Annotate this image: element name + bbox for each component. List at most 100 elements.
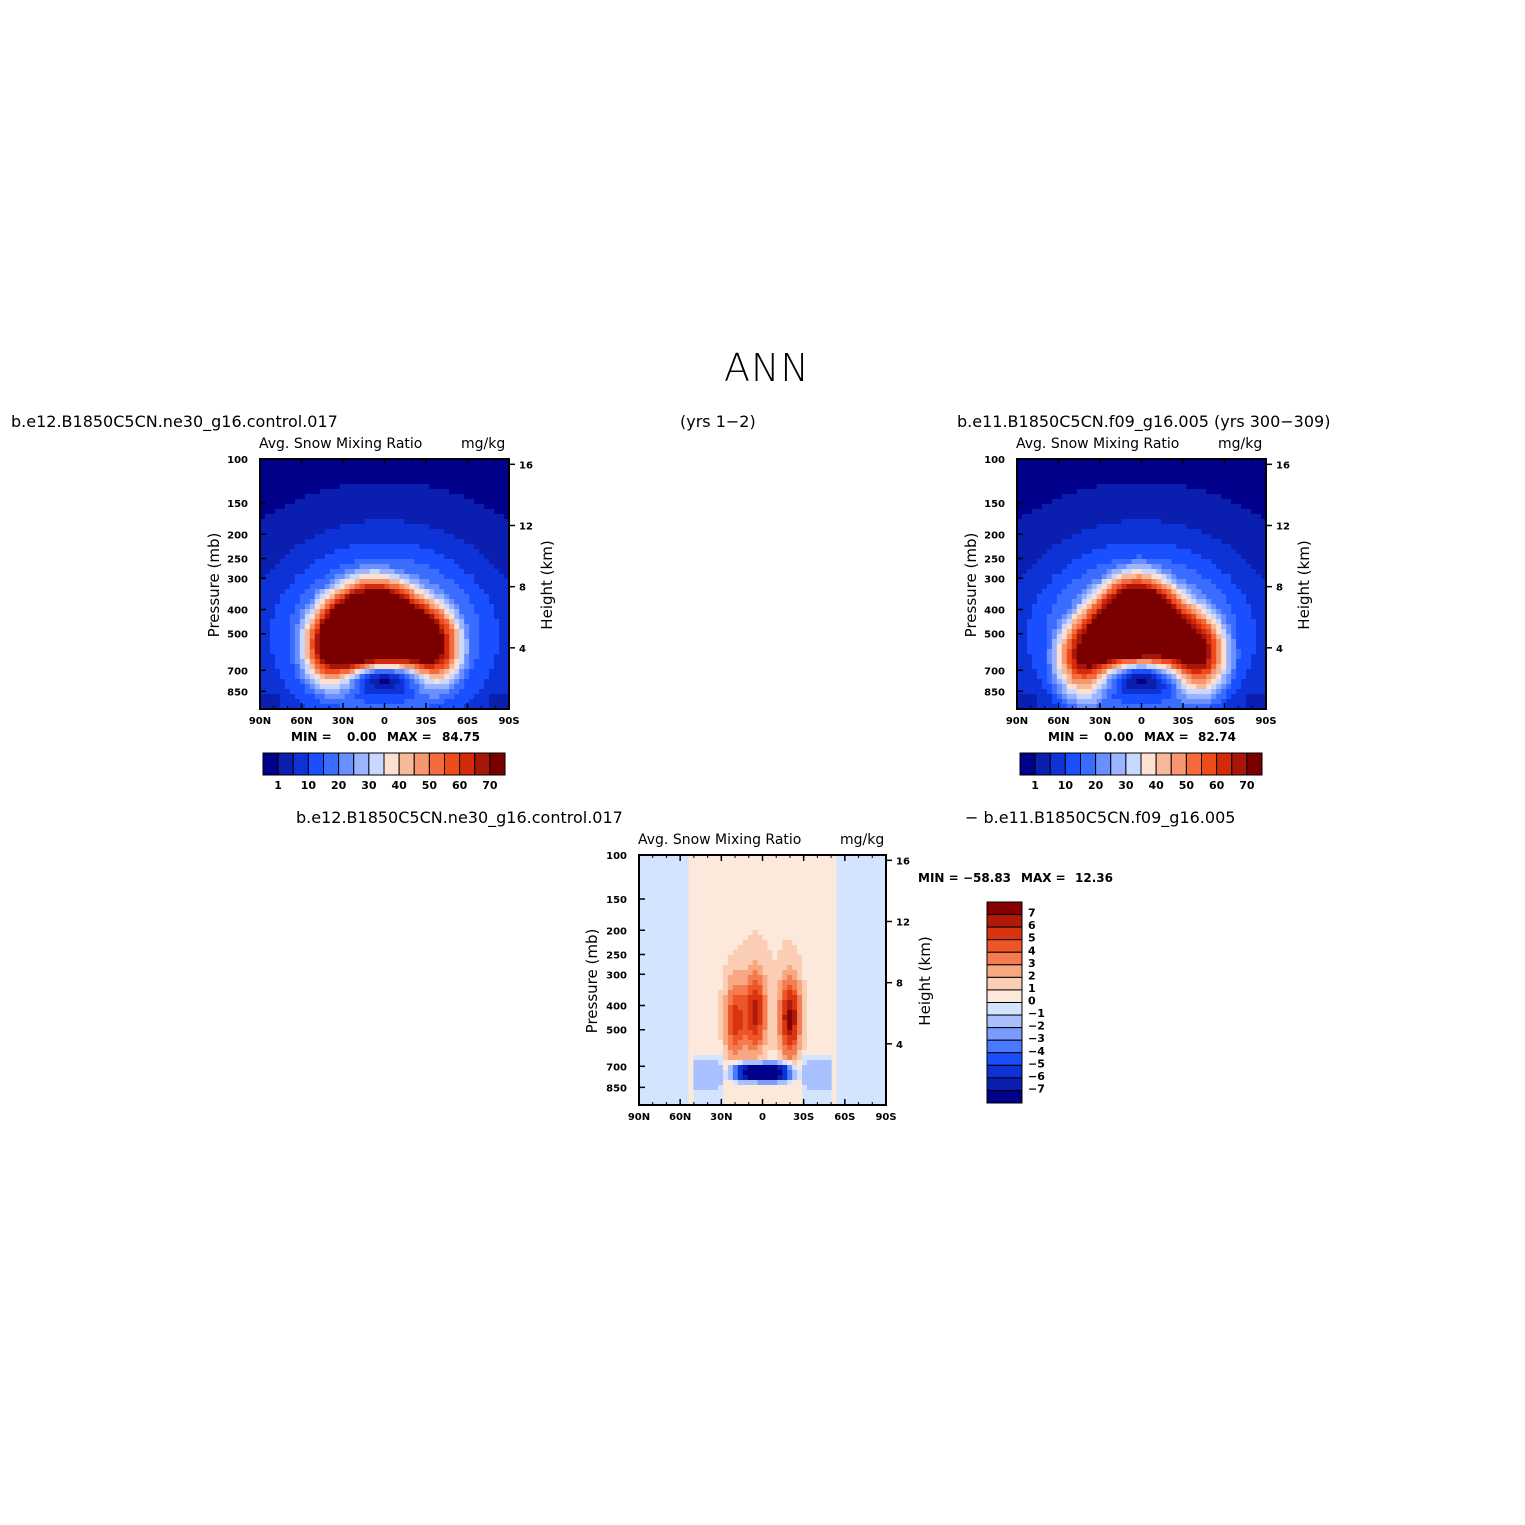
contour-cell: [409, 494, 415, 500]
contour-cell: [1206, 509, 1212, 515]
contour-cell: [284, 549, 291, 555]
contour-cell: [369, 514, 376, 520]
contour-cell: [1216, 579, 1222, 585]
contour-cell: [474, 574, 480, 580]
contour-cell: [1221, 504, 1227, 510]
contour-cell: [359, 504, 366, 510]
contour-cell: [354, 689, 361, 695]
contour-cell: [274, 504, 281, 510]
contour-cell: [1086, 519, 1093, 525]
contour-cell: [1241, 494, 1247, 500]
contour-cell: [1051, 664, 1058, 670]
y2-tick-label: 16: [519, 460, 533, 471]
contour-cell: [1251, 664, 1257, 670]
contour-cell: [264, 539, 271, 545]
contour-cell: [1061, 554, 1068, 560]
contour-cell: [294, 474, 301, 480]
contour-cell: [1246, 609, 1252, 615]
contour-cell: [1051, 524, 1058, 530]
contour-cell: [1081, 539, 1088, 545]
contour-cell: [419, 514, 425, 520]
contour-cell: [1081, 469, 1088, 475]
contour-cell: [409, 554, 415, 560]
contour-cell: [1141, 499, 1148, 505]
contour-cell: [414, 649, 420, 655]
contour-cell: [404, 504, 410, 510]
contour-cell: [444, 544, 450, 550]
contour-cell: [279, 669, 286, 675]
contour-cell: [279, 629, 286, 635]
contour-cell: [1226, 499, 1232, 505]
contour-cell: [314, 479, 321, 485]
contour-cell: [1186, 534, 1192, 540]
contour-cell: [364, 649, 371, 655]
contour-cell: [454, 684, 460, 690]
contour-cell: [1161, 519, 1167, 525]
contour-cell: [1221, 484, 1227, 490]
contour-cell: [1146, 654, 1153, 660]
contour-cell: [1116, 509, 1123, 515]
contour-cell: [1176, 689, 1182, 695]
contour-cell: [1046, 659, 1053, 665]
contour-cell: [329, 614, 336, 620]
contour-cell: [484, 644, 490, 650]
contour-cell: [379, 509, 386, 515]
contour-cell: [479, 569, 485, 575]
contour-cell: [1151, 684, 1158, 690]
contour-cell: [1176, 619, 1182, 625]
contour-cell: [424, 664, 430, 670]
contour-cell: [1086, 489, 1093, 495]
contour-cell: [494, 489, 500, 495]
contour-cell: [1081, 684, 1088, 690]
contour-cell: [1036, 694, 1043, 700]
contour-cell: [299, 704, 306, 710]
contour-cell: [389, 489, 396, 495]
contour-cell: [484, 584, 490, 590]
contour-cell: [344, 549, 351, 555]
contour-cell: [1066, 489, 1073, 495]
contour-cell: [1181, 544, 1187, 550]
contour-cell: [459, 474, 465, 480]
contour-cell: [1116, 514, 1123, 520]
contour-cell: [1151, 519, 1158, 525]
contour-cell: [1061, 504, 1068, 510]
contour-cell: [1061, 519, 1068, 525]
contour-cell: [269, 504, 276, 510]
contour-cell: [1146, 614, 1153, 620]
contour-cell: [1236, 624, 1242, 630]
contour-cell: [284, 579, 291, 585]
contour-cell: [484, 634, 490, 640]
contour-cell: [1191, 459, 1197, 465]
contour-cell: [434, 704, 440, 710]
contour-cell: [274, 524, 281, 530]
contour-cell: [274, 539, 281, 545]
contour-cell: [404, 549, 410, 555]
contour-cell: [344, 554, 351, 560]
contour-cell: [474, 549, 480, 555]
contour-cell: [359, 489, 366, 495]
contour-cell: [319, 644, 326, 650]
contour-cell: [319, 529, 326, 535]
contour-cell: [469, 589, 475, 595]
contour-cell: [314, 629, 321, 635]
contour-cell: [329, 699, 336, 705]
contour-cell: [269, 509, 276, 515]
contour-cell: [1141, 459, 1148, 465]
contour-cell: [1017, 559, 1023, 565]
contour-cell: [1156, 474, 1163, 480]
contour-cell: [1176, 554, 1182, 560]
contour-cell: [1066, 679, 1073, 685]
contour-cell: [1076, 634, 1083, 640]
contour-cell: [1066, 559, 1073, 565]
contour-cell: [369, 579, 376, 585]
contour-cell: [359, 639, 366, 645]
contour-cell: [1146, 619, 1153, 625]
contour-cell: [344, 644, 351, 650]
contour-cell: [379, 604, 386, 610]
contour-cell: [419, 544, 425, 550]
contour-cell: [439, 464, 445, 470]
contour-cell: [1071, 529, 1078, 535]
contour-cell: [324, 519, 331, 525]
contour-cell: [1246, 514, 1252, 520]
contour-cell: [1236, 584, 1242, 590]
